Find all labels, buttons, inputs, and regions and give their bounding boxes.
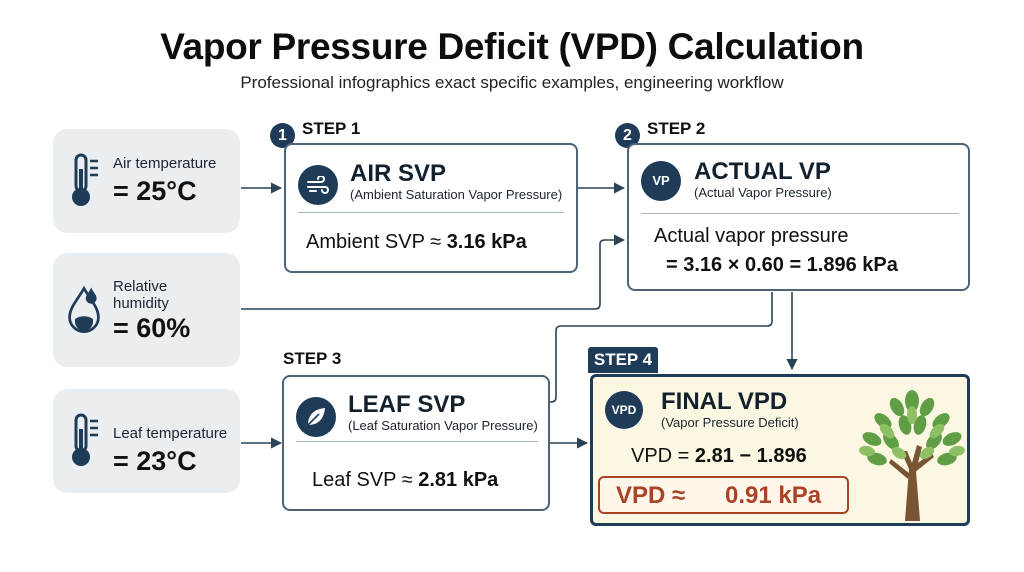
step3-formula-value: 2.81 kPa — [418, 469, 499, 491]
step2-title: ACTUAL VP — [694, 158, 831, 185]
thermometer-icon — [72, 413, 98, 466]
thermometer-icon — [72, 153, 98, 206]
step2-subtitle: (Actual Vapor Pressure) — [694, 185, 832, 200]
humidity-label-line1: Relative — [113, 278, 168, 295]
air-temperature-value: = 25°C — [113, 176, 197, 206]
step3-title: LEAF SVP — [348, 391, 466, 418]
step2-formula-line1: Actual vapor pressure — [654, 225, 849, 247]
humidity-label-line2: humidity — [113, 295, 169, 312]
tree-icon — [859, 390, 965, 521]
step1-box: AIR SVP (Ambient Saturation Vapor Pressu… — [284, 143, 578, 273]
vpd-result-value: 0.91 kPa — [725, 482, 822, 509]
vpd-result-label: VPD ≈ — [616, 482, 686, 509]
step3-subtitle: (Leaf Saturation Vapor Pressure) — [348, 418, 538, 433]
leaf-icon — [296, 397, 336, 437]
vp-icon: VP — [641, 161, 681, 201]
step1-title: AIR SVP — [350, 160, 447, 187]
humidity-value: = 60% — [113, 313, 191, 343]
step3-formula-prefix: Leaf SVP ≈ — [312, 469, 419, 491]
step2-divider — [641, 213, 959, 214]
step4-formula-prefix: VPD = — [631, 445, 695, 467]
step1-subtitle: (Ambient Saturation Vapor Pressure) — [350, 187, 563, 202]
leaf-temperature-label: Leaf temperature — [113, 425, 228, 442]
step4-title: FINAL VPD — [661, 388, 788, 415]
step1-divider — [298, 212, 564, 213]
step4-tag: STEP 4 — [588, 347, 658, 373]
vpd-icon: VPD — [605, 391, 643, 429]
step1-tag: STEP 1 — [302, 119, 361, 138]
vpd-result-box: VPD ≈ 0.91 kPa — [598, 476, 849, 514]
water-drop-icon — [68, 285, 100, 333]
step1-formula: Ambient SVP ≈ 3.16 kPa — [306, 231, 527, 254]
page-subtitle: Professional infographics exact specific… — [240, 73, 784, 92]
step1-formula-prefix: Ambient SVP ≈ — [306, 231, 447, 253]
step4-subtitle: (Vapor Pressure Deficit) — [661, 415, 799, 430]
step4-formula: VPD = 2.81 − 1.896 — [631, 445, 807, 468]
input-card-air-temperature: Air temperature = 25°C — [53, 129, 240, 233]
input-card-leaf-temperature: Leaf temperature = 23°C — [53, 389, 240, 493]
step4-formula-value: 2.81 − 1.896 — [694, 445, 807, 467]
step3-tag: STEP 3 — [283, 349, 342, 368]
step3-divider — [296, 441, 538, 442]
leaf-temperature-value: = 23°C — [113, 446, 197, 476]
air-temperature-label: Air temperature — [113, 155, 217, 172]
step3-box: LEAF SVP (Leaf Saturation Vapor Pressure… — [282, 375, 550, 511]
wind-icon — [298, 165, 338, 205]
step2-box: VP ACTUAL VP (Actual Vapor Pressure) Act… — [627, 143, 970, 291]
input-card-relative-humidity: Relative humidity = 60% — [53, 253, 240, 367]
step1-formula-value: 3.16 kPa — [446, 231, 527, 253]
step3-formula: Leaf SVP ≈ 2.81 kPa — [312, 469, 498, 492]
page-title: Vapor Pressure Deficit (VPD) Calculation — [160, 26, 864, 67]
step2-formula-line2: = 3.16 × 0.60 = 1.896 kPa — [666, 254, 898, 276]
step2-tag: STEP 2 — [647, 119, 706, 138]
